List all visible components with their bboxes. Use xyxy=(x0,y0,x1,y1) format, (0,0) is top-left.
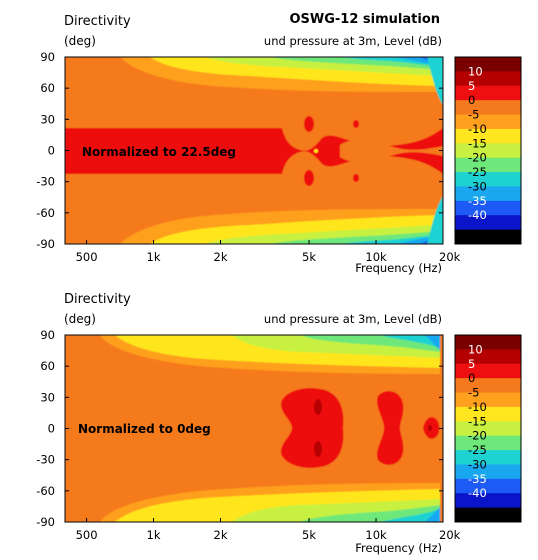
colorbar-swatch xyxy=(455,435,521,451)
chart-top: Directivity (deg) OSWG-12 simulation und… xyxy=(36,12,522,275)
chart-bottom: Directivity (deg) und pressure at 3m, Le… xyxy=(36,292,522,555)
chart-top-ylabel-line1: Directivity xyxy=(64,14,131,29)
y-tick-label: 60 xyxy=(40,81,55,95)
heatmap-bottom xyxy=(65,335,443,522)
colorbar-swatch xyxy=(455,100,521,116)
colorbar-swatch xyxy=(455,378,521,394)
x-tick-label: 10k xyxy=(365,250,387,264)
y-tick-label: 0 xyxy=(48,422,55,436)
colorbar-swatch xyxy=(455,335,521,350)
colorbar-frame xyxy=(454,56,522,245)
colorbar-swatch xyxy=(455,493,521,509)
colorbar-label: 0 xyxy=(468,93,475,107)
colorbar-label: -15 xyxy=(468,414,487,428)
colorbar-label: -35 xyxy=(468,194,487,208)
chart-top-ylabel-line2: (deg) xyxy=(64,34,96,48)
colorbar-swatch xyxy=(455,172,521,187)
y-tick-label: 60 xyxy=(40,359,55,373)
y-tick-label: -30 xyxy=(36,175,55,189)
colorbar-label: -35 xyxy=(468,472,487,486)
y-tick-label: 90 xyxy=(40,50,55,64)
chart-bottom-xlabel: Frequency (Hz) xyxy=(355,541,442,555)
y-tick-label: 30 xyxy=(40,112,55,126)
colorbar-swatch xyxy=(455,114,521,130)
colorbar-swatch xyxy=(455,406,521,422)
y-tick-label: -90 xyxy=(36,515,55,529)
chart-top-y-axis: 90 60 30 0 -30 -60 -90 xyxy=(36,50,443,251)
colorbar-label: -10 xyxy=(468,400,487,414)
chart-bottom-ylabel-line2: (deg) xyxy=(64,312,96,326)
y-tick-label: 30 xyxy=(40,390,55,404)
colorbar-swatch xyxy=(455,128,521,144)
y-tick-label: 0 xyxy=(48,144,55,158)
x-tick-label: 5k xyxy=(302,528,316,542)
colorbar-swatch xyxy=(455,349,521,365)
colorbar-label: -25 xyxy=(468,443,487,457)
x-tick-label: 20k xyxy=(439,250,461,264)
colorbar-label: 5 xyxy=(468,79,475,93)
colorbar-label: 10 xyxy=(468,64,483,78)
colorbar-swatch xyxy=(455,200,521,216)
colorbar-label: -20 xyxy=(468,151,487,165)
colorbar-swatch xyxy=(455,143,521,159)
x-tick-label: 500 xyxy=(76,528,98,542)
chart-top-zlabel: und pressure at 3m, Level (dB) xyxy=(264,34,442,48)
colorbar-swatch xyxy=(455,507,521,523)
colorbar-swatch xyxy=(455,71,521,87)
y-tick-label: -30 xyxy=(36,453,55,467)
colorbar-swatch xyxy=(455,229,521,245)
colorbar-swatch xyxy=(455,215,521,231)
chart-bottom-ylabel-line1: Directivity xyxy=(64,292,131,307)
y-tick-label: -60 xyxy=(36,484,55,498)
colorbar-label: -15 xyxy=(468,136,487,150)
colorbar-label: -20 xyxy=(468,429,487,443)
chart-bottom-x-axis: 500 1k 2k 5k 10k 20k xyxy=(76,518,461,542)
annotation-normalized-0: Normalized to 0deg xyxy=(78,422,211,436)
colorbar-swatch xyxy=(455,464,521,480)
colorbar-swatch xyxy=(455,421,521,437)
colorbar-label: -30 xyxy=(468,457,487,471)
colorbar-swatch xyxy=(455,450,521,465)
x-tick-label: 2k xyxy=(214,250,228,264)
colorbar-label: -5 xyxy=(468,386,479,400)
colorbar-label: -30 xyxy=(468,179,487,193)
colorbar-label: 10 xyxy=(468,342,483,356)
x-tick-label: 1k xyxy=(147,250,161,264)
colorbar-label: -5 xyxy=(468,108,479,122)
colorbar-swatch xyxy=(455,478,521,494)
colorbar-swatch xyxy=(455,85,521,101)
colorbar-swatch xyxy=(455,57,521,72)
chart-top-x-axis: 500 1k 2k 5k 10k 20k xyxy=(76,240,461,264)
colorbar-swatch xyxy=(455,363,521,379)
colorbar-frame xyxy=(454,334,522,523)
colorbar-label: -40 xyxy=(468,208,487,222)
chart-title: OSWG-12 simulation xyxy=(289,12,440,27)
colorbar-label: 5 xyxy=(468,357,475,371)
chart-top-xlabel: Frequency (Hz) xyxy=(355,261,442,275)
y-tick-label: 90 xyxy=(40,328,55,342)
colorbar-swatch xyxy=(455,392,521,408)
chart-bottom-y-axis: 90 60 30 0 -30 -60 -90 xyxy=(36,328,443,529)
colorbar-label: -40 xyxy=(468,486,487,500)
y-tick-label: -90 xyxy=(36,237,55,251)
colorbar-label: -10 xyxy=(468,122,487,136)
x-tick-label: 5k xyxy=(302,250,316,264)
chart-bottom-zlabel: und pressure at 3m, Level (dB) xyxy=(264,312,442,326)
x-tick-label: 10k xyxy=(365,528,387,542)
x-tick-label: 2k xyxy=(214,528,228,542)
heatmap-top xyxy=(65,57,443,244)
x-tick-label: 20k xyxy=(439,528,461,542)
colorbar-label: -25 xyxy=(468,165,487,179)
x-tick-label: 1k xyxy=(147,528,161,542)
colorbar-swatch xyxy=(455,157,521,173)
colorbar-swatch xyxy=(455,186,521,202)
y-tick-label: -60 xyxy=(36,206,55,220)
colorbar-label: 0 xyxy=(468,371,475,385)
annotation-normalized-22-5: Normalized to 22.5deg xyxy=(82,145,236,159)
x-tick-label: 500 xyxy=(76,250,98,264)
